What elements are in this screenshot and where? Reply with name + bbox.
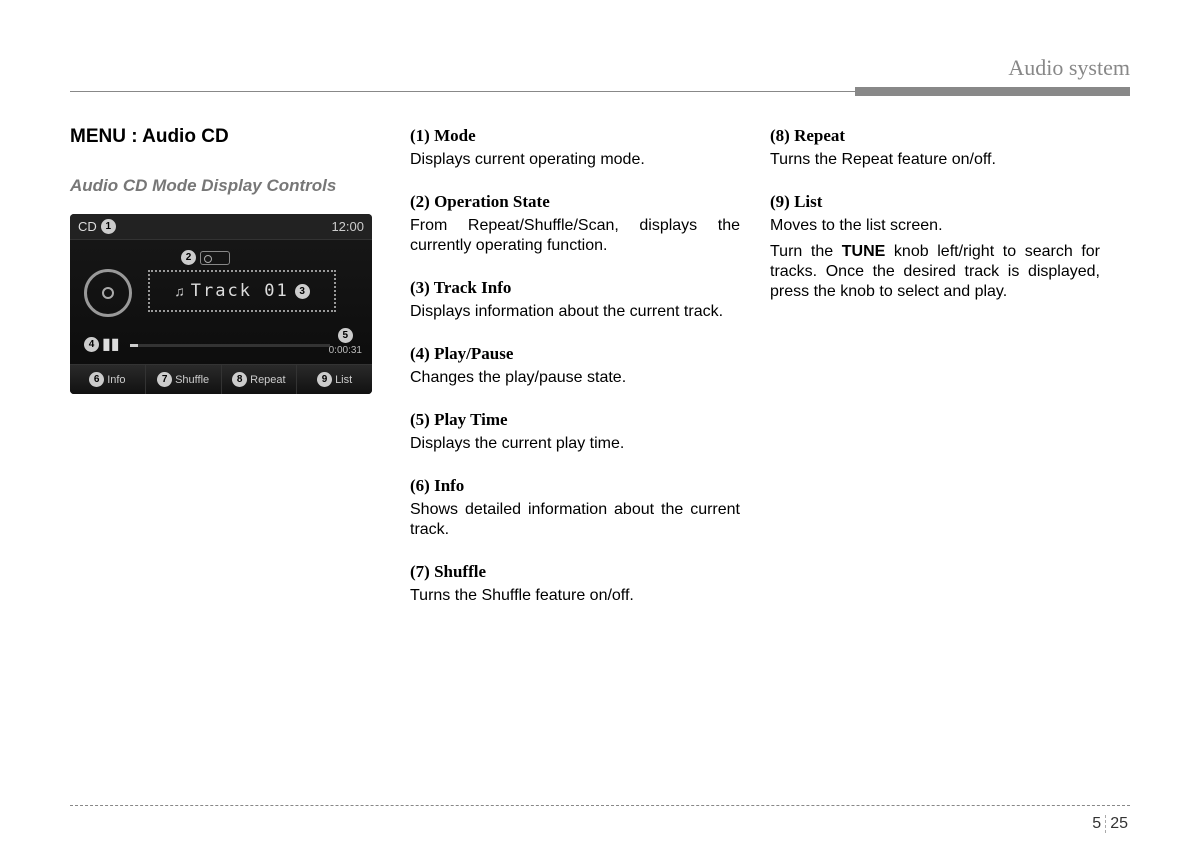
menu-title: MENU : Audio CD	[70, 126, 380, 148]
item-7: (7) Shuffle Turns the Shuffle feature on…	[410, 562, 740, 606]
item-1: (1) Mode Displays current operating mode…	[410, 126, 740, 170]
item-body-2: Turn the TUNE knob left/right to search …	[770, 242, 1100, 302]
clock: 12:00	[331, 219, 364, 234]
badge-4: 4	[84, 337, 99, 352]
note-icon: ♫	[174, 283, 185, 299]
play-time-value: 0:00:31	[329, 345, 362, 356]
cd-inner	[102, 287, 114, 299]
page-no: 25	[1110, 815, 1128, 833]
progress-fill	[130, 344, 138, 347]
column-1: MENU : Audio CD Audio CD Mode Display Co…	[70, 126, 380, 628]
sub-title: Audio CD Mode Display Controls	[70, 176, 380, 196]
tune-pre: Turn the	[770, 243, 842, 260]
page-header: Audio system	[70, 55, 1130, 81]
audio-cd-screenshot: CD 1 12:00 2 ♫ Track 01 3 4 ▮▮	[70, 214, 372, 394]
bottom-buttons: 6 Info 7 Shuffle 8 Repeat 9 List	[70, 364, 372, 394]
mode-indicator: CD 1	[78, 219, 116, 234]
item-head: (4) Play/Pause	[410, 344, 740, 364]
cd-disc-icon	[84, 269, 132, 317]
screen-topbar: CD 1 12:00	[70, 214, 372, 240]
footer-rule	[70, 805, 1130, 806]
repeat-button[interactable]: 8 Repeat	[222, 365, 298, 394]
item-head: (7) Shuffle	[410, 562, 740, 582]
item-5: (5) Play Time Displays the current play …	[410, 410, 740, 454]
badge-7: 7	[157, 372, 172, 387]
play-time: 5 0:00:31	[329, 328, 362, 356]
item-body: From Repeat/Shuffle/Scan, displays the c…	[410, 216, 740, 256]
item-body: Changes the play/pause state.	[410, 368, 740, 388]
page-separator	[1105, 815, 1106, 833]
item-body: Moves to the list screen.	[770, 216, 1100, 236]
section-title: Audio system	[1008, 55, 1130, 81]
chapter-number: 5	[1092, 815, 1101, 833]
info-label: Info	[107, 374, 125, 386]
item-4: (4) Play/Pause Changes the play/pause st…	[410, 344, 740, 388]
item-body: Displays the current play time.	[410, 434, 740, 454]
pause-icon: ▮▮	[102, 334, 120, 354]
item-head: (9) List	[770, 192, 1100, 212]
item-6: (6) Info Shows detailed information abou…	[410, 476, 740, 540]
item-head: (5) Play Time	[410, 410, 740, 430]
list-label: List	[335, 374, 352, 386]
item-8: (8) Repeat Turns the Repeat feature on/o…	[770, 126, 1100, 170]
item-body: Displays information about the current t…	[410, 302, 740, 322]
list-button[interactable]: 9 List	[297, 365, 372, 394]
header-rule	[70, 91, 1130, 92]
item-body: Shows detailed information about the cur…	[410, 500, 740, 540]
operation-state: 2	[181, 250, 230, 265]
item-body: Turns the Shuffle feature on/off.	[410, 586, 740, 606]
main-content: MENU : Audio CD Audio CD Mode Display Co…	[70, 126, 1130, 628]
shuffle-button[interactable]: 7 Shuffle	[146, 365, 222, 394]
column-3: (8) Repeat Turns the Repeat feature on/o…	[770, 126, 1100, 628]
badge-2: 2	[181, 250, 196, 265]
item-body: Turns the Repeat feature on/off.	[770, 150, 1100, 170]
item-head: (2) Operation State	[410, 192, 740, 212]
item-9: (9) List Moves to the list screen. Turn …	[770, 192, 1100, 302]
item-head: (1) Mode	[410, 126, 740, 146]
badge-8: 8	[232, 372, 247, 387]
column-2: (1) Mode Displays current operating mode…	[410, 126, 740, 628]
track-info-box: ♫ Track 01 3	[148, 270, 336, 312]
badge-6: 6	[89, 372, 104, 387]
badge-9: 9	[317, 372, 332, 387]
badge-5: 5	[338, 328, 353, 343]
tune-bold: TUNE	[842, 243, 886, 260]
badge-1: 1	[101, 219, 116, 234]
badge-3: 3	[295, 284, 310, 299]
item-body: Displays current operating mode.	[410, 150, 740, 170]
item-2: (2) Operation State From Repeat/Shuffle/…	[410, 192, 740, 256]
repeat-icon	[200, 251, 230, 265]
item-head: (3) Track Info	[410, 278, 740, 298]
track-label: Track 01	[191, 281, 289, 301]
item-head: (6) Info	[410, 476, 740, 496]
mode-label: CD	[78, 219, 97, 234]
progress-bar	[130, 344, 330, 347]
page-number: 5 25	[1092, 815, 1128, 833]
info-button[interactable]: 6 Info	[70, 365, 146, 394]
item-3: (3) Track Info Displays information abou…	[410, 278, 740, 322]
repeat-label: Repeat	[250, 374, 285, 386]
play-state: 4 ▮▮	[84, 334, 120, 354]
shuffle-label: Shuffle	[175, 374, 209, 386]
item-head: (8) Repeat	[770, 126, 1100, 146]
